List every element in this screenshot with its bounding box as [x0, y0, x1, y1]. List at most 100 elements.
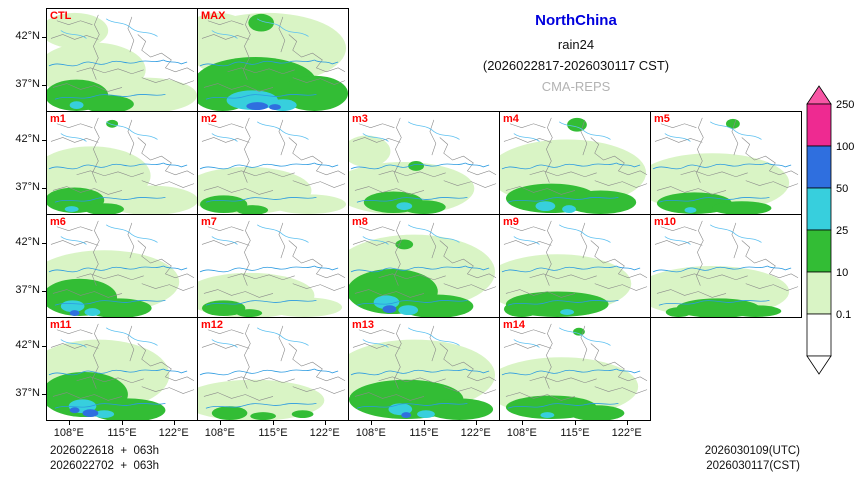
province-border	[92, 14, 100, 80]
river-line	[767, 265, 792, 271]
river-line	[362, 133, 389, 142]
province-border	[529, 273, 597, 281]
precip-shade	[398, 305, 419, 316]
province-border	[203, 186, 274, 195]
lon-tick-mark	[626, 421, 628, 425]
province-border	[354, 392, 425, 401]
province-border	[696, 220, 704, 286]
river-line	[465, 162, 490, 168]
river-line	[350, 368, 466, 376]
lon-tick-mark	[370, 421, 372, 425]
colorbar-tick-label: 10	[836, 267, 848, 279]
valid-time-utc: 2026030109(UTC)	[704, 445, 800, 457]
precip-shade	[269, 104, 281, 111]
province-border	[545, 323, 553, 389]
province-border	[594, 283, 648, 291]
province-border	[680, 170, 748, 178]
lon-tick-mark	[475, 421, 477, 425]
river-line	[501, 162, 617, 170]
colorbar-tick-label: 50	[836, 183, 848, 195]
panel-label: m14	[503, 319, 526, 331]
province-border	[503, 240, 552, 246]
river-line	[362, 236, 389, 245]
lat-tick-mark	[42, 346, 46, 348]
river-line	[211, 236, 238, 245]
river-line	[60, 30, 87, 39]
river-line	[465, 368, 490, 374]
precip-shade	[425, 398, 494, 420]
river-line	[60, 133, 87, 142]
lat-tick-mark	[42, 290, 46, 292]
lon-tick-label: 108°E	[506, 427, 537, 439]
province-border	[76, 376, 144, 384]
map-svg	[500, 117, 648, 214]
precip-shade	[82, 95, 134, 111]
colorbar-segment	[806, 145, 832, 189]
province-border	[203, 83, 274, 92]
lon-tick-label: 122°E	[460, 427, 491, 439]
precip-shade	[726, 118, 740, 129]
precip-shade	[535, 201, 556, 212]
model-name: CMA-REPS	[541, 79, 611, 94]
province-border	[394, 117, 402, 183]
map-panel-m7: m7	[197, 214, 349, 318]
precip-shade	[684, 207, 697, 214]
valid-period: (2026022817-2026030117 CST)	[482, 58, 670, 73]
precip-shade	[60, 300, 85, 313]
river-line	[163, 162, 188, 168]
map-panel-m10: m10	[650, 214, 802, 318]
precip-shade	[250, 412, 276, 420]
map-panel-m9: m9	[499, 214, 651, 318]
province-border	[594, 386, 648, 394]
map-svg	[47, 117, 197, 214]
river-line	[54, 299, 166, 306]
river-line	[199, 265, 315, 273]
province-border	[358, 123, 395, 129]
province-border	[590, 137, 648, 176]
river-line	[616, 368, 641, 374]
river-line	[558, 327, 611, 346]
river-line	[199, 368, 315, 376]
precip-shade	[267, 297, 343, 317]
province-border	[207, 226, 244, 232]
precip-shade	[64, 206, 79, 213]
lon-tick-mark	[219, 421, 221, 425]
panel-label: m6	[50, 216, 66, 228]
province-border	[545, 220, 553, 286]
river-line	[616, 265, 641, 271]
precip-shade	[271, 194, 347, 214]
river-line	[356, 299, 468, 306]
river-line	[256, 327, 309, 346]
map-panel-m8: m8	[348, 214, 500, 318]
map-svg	[47, 220, 195, 317]
province-border	[127, 222, 135, 259]
province-border	[529, 376, 597, 384]
precip-shade	[569, 405, 625, 420]
river-line	[350, 265, 466, 273]
river-line	[256, 121, 309, 140]
river-line	[48, 368, 164, 376]
province-border	[207, 20, 244, 26]
colorbar-segment	[806, 229, 832, 273]
precip-shade	[82, 409, 99, 418]
province-border	[358, 226, 395, 232]
map-svg	[47, 12, 197, 111]
lon-tick-mark	[273, 421, 274, 425]
precip-shade	[402, 200, 446, 214]
province-border	[278, 325, 286, 362]
river-line	[54, 196, 166, 203]
province-border	[443, 180, 497, 188]
province-border	[127, 16, 135, 53]
province-border	[354, 289, 425, 298]
lat-tick-mark	[42, 84, 46, 86]
colorbar-tick-label: 0.1	[836, 309, 851, 321]
map-svg	[47, 323, 195, 420]
lat-tick-label: 42°N	[15, 339, 40, 352]
lon-tick-label: 122°E	[611, 427, 642, 439]
precip-shade	[84, 308, 101, 317]
river-line	[163, 368, 188, 374]
precip-shade	[47, 12, 109, 49]
province-border	[127, 119, 135, 156]
province-border	[227, 376, 295, 384]
